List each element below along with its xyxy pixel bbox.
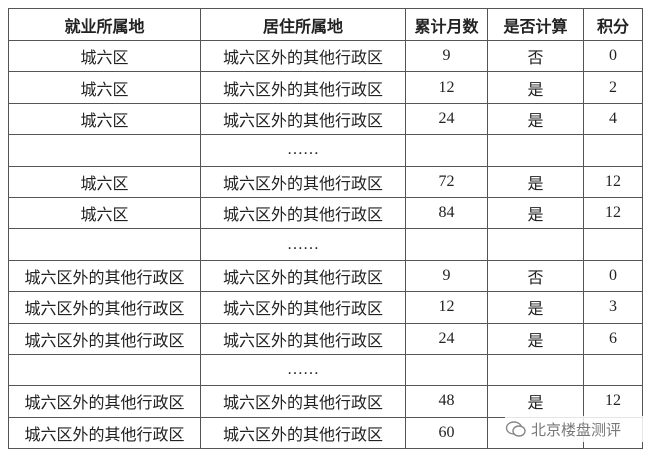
table-cell: 城六区 (8, 196, 201, 230)
table-cell: 24 (405, 322, 488, 355)
table-row: 城六区 城六区外的其他行政区 84 是 12 (8, 196, 643, 230)
table-row: …… (8, 134, 643, 167)
table-cell: 城六区外的其他行政区 (8, 416, 201, 450)
table-row: 城六区外的其他行政区 城六区外的其他行政区 12 是 3 (8, 291, 643, 324)
table-cell: 是 (487, 71, 584, 104)
table-cell: 城六区外的其他行政区 (200, 102, 406, 136)
header-cell: 居住所属地 (200, 8, 406, 41)
table-row: 城六区 城六区外的其他行政区 24 是 4 (8, 102, 643, 136)
table-cell: 城六区外的其他行政区 (8, 385, 201, 418)
table-cell (8, 134, 201, 167)
table-body: 城六区 城六区外的其他行政区 9 否 0 城六区 城六区外的其他行政区 12 是 2 城六区 城六区外… (8, 39, 643, 450)
table-cell: 是 (487, 291, 584, 324)
table-row: …… (8, 353, 643, 387)
table-cell: 12 (405, 291, 488, 324)
table-cell: 12 (583, 385, 643, 418)
table-cell (405, 353, 488, 387)
table-cell: 城六区外的其他行政区 (200, 385, 406, 418)
table-cell: 48 (405, 385, 488, 418)
table-cell: 12 (583, 196, 643, 230)
table-cell (405, 134, 488, 167)
table-cell: 12 (405, 71, 488, 104)
table-cell: 是 (487, 385, 584, 418)
table-cell: …… (200, 134, 406, 167)
table-cell: 城六区外的其他行政区 (200, 196, 406, 230)
table-cell: 否 (487, 39, 584, 73)
table-cell: 84 (405, 196, 488, 230)
table-row: …… (8, 228, 643, 261)
table-row: 城六区外的其他行政区 城六区外的其他行政区 48 是 12 (8, 385, 643, 418)
table-cell: 72 (405, 165, 488, 198)
table-cell: 否 (487, 259, 584, 293)
header-cell: 积分 (583, 8, 643, 41)
table-cell: 城六区 (8, 39, 201, 73)
table-row: 城六区外的其他行政区 城六区外的其他行政区 9 否 0 (8, 259, 643, 293)
table-cell: …… (200, 353, 406, 387)
table-cell: 是 (487, 322, 584, 355)
table-cell: 城六区外的其他行政区 (200, 71, 406, 104)
watermark: 北京楼盘测评 (505, 416, 645, 442)
table-cell: 9 (405, 39, 488, 73)
points-table: 就业所属地 居住所属地 累计月数 是否计算 积分 城六区 城六区外的其他行政区 9 否 0 城六区… (8, 8, 643, 450)
table-cell (8, 228, 201, 261)
table-cell: 城六区外的其他行政区 (200, 39, 406, 73)
table-row: 城六区外的其他行政区 城六区外的其他行政区 24 是 6 (8, 322, 643, 355)
table-row: 城六区 城六区外的其他行政区 72 是 12 (8, 165, 643, 198)
header-cell: 累计月数 (405, 8, 488, 41)
table-cell: 城六区外的其他行政区 (8, 322, 201, 355)
table-cell: 0 (583, 39, 643, 73)
table-cell: 城六区外的其他行政区 (8, 259, 201, 293)
table-cell: 城六区外的其他行政区 (200, 259, 406, 293)
table-cell: 60 (405, 416, 488, 450)
header-cell: 就业所属地 (8, 8, 201, 41)
table-cell: 2 (583, 71, 643, 104)
watermark-text: 北京楼盘测评 (531, 420, 622, 439)
table-cell (8, 353, 201, 387)
table-cell: 9 (405, 259, 488, 293)
header-row: 就业所属地 居住所属地 累计月数 是否计算 积分 (8, 8, 643, 41)
table-cell: 城六区 (8, 102, 201, 136)
table-cell: 城六区外的其他行政区 (8, 291, 201, 324)
table-cell: 是 (487, 196, 584, 230)
table-cell (583, 228, 643, 261)
header-cell: 是否计算 (487, 8, 584, 41)
table-cell: 城六区外的其他行政区 (200, 322, 406, 355)
table-row: 城六区 城六区外的其他行政区 9 否 0 (8, 39, 643, 73)
table-cell: 城六区外的其他行政区 (200, 291, 406, 324)
table-cell: 城六区外的其他行政区 (200, 416, 406, 450)
table-cell (583, 134, 643, 167)
table-cell (583, 353, 643, 387)
table-row: 城六区 城六区外的其他行政区 12 是 2 (8, 71, 643, 104)
table-cell: 是 (487, 165, 584, 198)
table-cell: 4 (583, 102, 643, 136)
table-cell (405, 228, 488, 261)
table-cell (487, 353, 584, 387)
table-cell: 是 (487, 102, 584, 136)
table-cell: 24 (405, 102, 488, 136)
table-cell: 城六区 (8, 165, 201, 198)
table-cell (487, 228, 584, 261)
table-cell: 0 (583, 259, 643, 293)
table-cell: 城六区 (8, 71, 201, 104)
table-cell: 3 (583, 291, 643, 324)
table-cell: 6 (583, 322, 643, 355)
table-cell: …… (200, 228, 406, 261)
table-cell (487, 134, 584, 167)
table-cell: 12 (583, 165, 643, 198)
table-cell: 城六区外的其他行政区 (200, 165, 406, 198)
wechat-icon (505, 421, 526, 437)
